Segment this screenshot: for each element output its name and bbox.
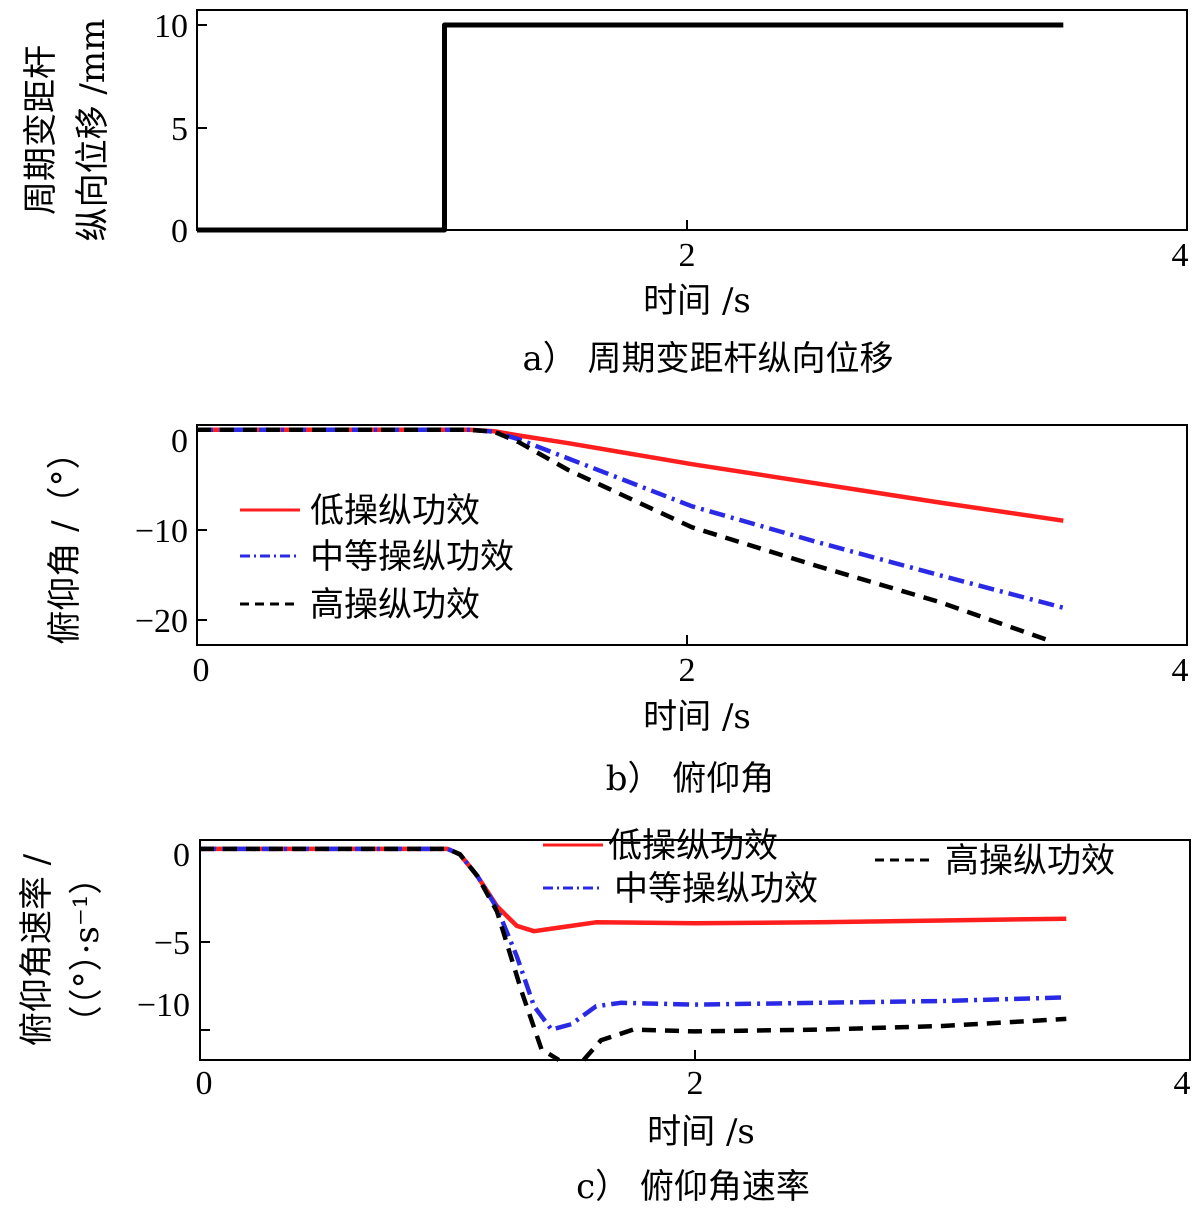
panel-c-xtick-label-2: 2 bbox=[687, 1065, 704, 1102]
panel-a-xtick-label-4: 4 bbox=[1172, 237, 1189, 274]
panel-b-frame bbox=[196, 424, 1188, 646]
panel-a-caption: a） 周期变距杆纵向位移 bbox=[522, 339, 893, 379]
panel-a-frame bbox=[196, 9, 1188, 231]
panel-b-xtick-label-4: 4 bbox=[1172, 652, 1189, 689]
panel-b-legend-high: 高操纵功效 bbox=[310, 585, 480, 625]
panel-c-legend-low: 低操纵功效 bbox=[608, 826, 778, 866]
panel-c-xtick-label-0: 0 bbox=[196, 1065, 213, 1102]
panel-c: 0 −5 −10 0 2 4 时间 /s 俯仰角速率 / （（°）·s⁻¹） c… bbox=[17, 826, 1191, 1207]
panel-c-series-high-segment-2 bbox=[581, 1016, 1067, 1062]
panel-b-legend-low: 低操纵功效 bbox=[310, 491, 480, 531]
panel-c-xlabel: 时间 /s bbox=[647, 1112, 755, 1152]
panel-b-xlabel: 时间 /s bbox=[643, 697, 751, 737]
panel-c-series-high bbox=[200, 846, 561, 1062]
panel-b-xtick-label-2: 2 bbox=[679, 652, 696, 689]
panel-b-legend-mid: 中等操纵功效 bbox=[310, 537, 514, 577]
panel-c-legend-mid: 中等操纵功效 bbox=[614, 869, 818, 909]
panel-c-xtick-label-4: 4 bbox=[1174, 1065, 1191, 1102]
panel-a-ytick-label-0: 0 bbox=[171, 213, 188, 250]
panel-c-caption: c） 俯仰角速率 bbox=[576, 1167, 810, 1207]
panel-c-series bbox=[200, 846, 1067, 1062]
panel-a-xlabel: 时间 /s bbox=[643, 281, 751, 321]
panel-a-xtick-label-2: 2 bbox=[679, 237, 696, 274]
panel-a-ytick-label-10: 10 bbox=[154, 8, 188, 45]
panel-b-xtick-label-0: 0 bbox=[193, 652, 210, 689]
panel-c-legend-high: 高操纵功效 bbox=[945, 841, 1115, 881]
panel-b-series bbox=[197, 427, 1064, 644]
panel-b-caption: b） 俯仰角 bbox=[606, 759, 775, 799]
panel-c-ylabel-line1: 俯仰角速率 / bbox=[17, 853, 57, 1046]
panel-b-ytick-label-m10: −10 bbox=[135, 513, 188, 550]
panel-a-ylabel-line1: 周期变距杆 bbox=[21, 45, 61, 215]
panel-b-ylabel: 俯仰角 /（°） bbox=[45, 435, 85, 644]
panel-c-ytick-label-m10: −10 bbox=[137, 987, 190, 1024]
panel-a: 10 5 0 2 4 时间 /s 周期变距杆 纵向位移 /mm a） 周期变距杆… bbox=[21, 8, 1189, 379]
panel-a-series bbox=[197, 22, 1064, 233]
panel-b-ytick-label-m20: −20 bbox=[135, 603, 188, 640]
panel-c-series-mid bbox=[200, 846, 1067, 1032]
panel-c-legend: 低操纵功效 中等操纵功效 高操纵功效 bbox=[543, 826, 1115, 909]
panel-a-ylabel-line2: 纵向位移 /mm bbox=[73, 19, 113, 242]
panel-c-ytick-label-m5: −5 bbox=[154, 925, 190, 962]
panel-b-legend: 低操纵功效 中等操纵功效 高操纵功效 bbox=[240, 491, 514, 625]
panel-c-ytick-label-0: 0 bbox=[173, 837, 190, 874]
panel-b-series-high bbox=[197, 427, 1052, 644]
panel-b: 0 −10 −20 0 2 4 时间 /s 俯仰角 /（°） b） 俯仰角 低操… bbox=[45, 423, 1189, 799]
panel-b-ytick-label-0: 0 bbox=[171, 423, 188, 460]
panel-a-series-stick-displacement bbox=[197, 22, 1064, 233]
panel-c-ylabel-line2: （（°）·s⁻¹） bbox=[67, 861, 107, 1040]
panel-a-ytick-label-5: 5 bbox=[171, 111, 188, 148]
